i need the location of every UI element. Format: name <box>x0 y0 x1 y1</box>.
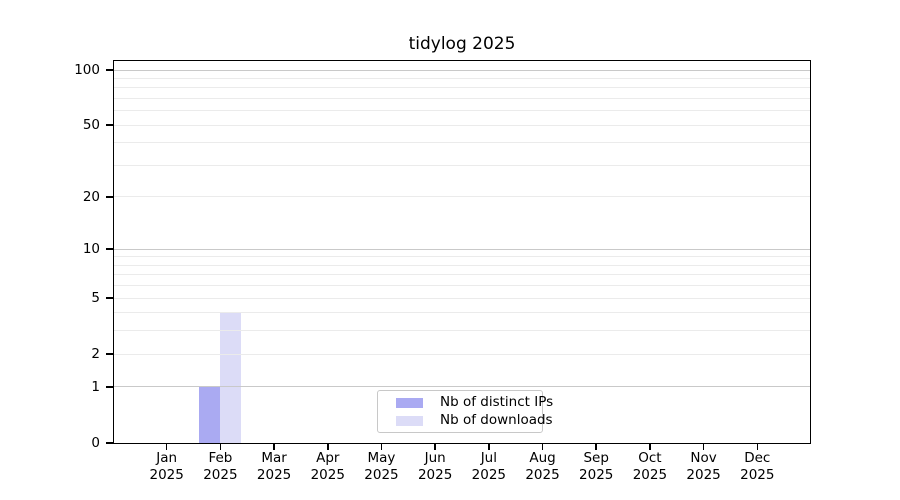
chart-title: tidylog 2025 <box>408 34 516 54</box>
x-tick-month: May <box>367 450 396 466</box>
x-tick-label-jan-2025: Jan 2025 <box>137 450 197 484</box>
x-tick-year: 2025 <box>686 467 721 483</box>
y-tick-label-1: 1 <box>91 378 100 395</box>
gridline-minor-60 <box>114 110 810 112</box>
x-tick-month: Aug <box>529 450 556 466</box>
y-tick-label-20: 20 <box>82 188 100 205</box>
x-tick-label-aug-2025: Aug 2025 <box>513 450 573 484</box>
x-tick-10 <box>649 443 651 450</box>
x-tick-month: Nov <box>690 450 717 466</box>
gridline-major-100 <box>114 69 810 71</box>
gridline-minor-30 <box>114 164 810 166</box>
y-tick-10 <box>106 248 114 250</box>
x-tick-month: Sep <box>583 450 609 466</box>
gridline-minor-2 <box>114 353 810 355</box>
bar-nb-of-downloads-feb-2025 <box>220 312 242 443</box>
plot-area: 0 1 2 5 10 20 50 100 Jan 2025 Feb 2025 Mar 2025 Apr 20… <box>74 60 811 483</box>
gridline-minor-50 <box>114 124 810 126</box>
y-tick-100 <box>106 69 114 71</box>
y-tick-label-10: 10 <box>82 241 100 258</box>
legend-label: Nb of distinct IPs <box>440 394 554 410</box>
y-tick-50 <box>106 124 114 127</box>
x-tick-label-jul-2025: Jul 2025 <box>459 450 519 484</box>
x-tick-year: 2025 <box>310 467 345 483</box>
x-tick-month: Oct <box>638 450 662 466</box>
x-tick-month: Jul <box>480 450 497 466</box>
gridline-minor-40 <box>114 142 810 144</box>
x-tick-5 <box>380 443 383 450</box>
y-tick-label-50: 50 <box>82 117 100 134</box>
x-tick-12 <box>756 443 759 450</box>
x-tick-year: 2025 <box>417 467 453 483</box>
x-tick-year: 2025 <box>740 467 775 483</box>
x-tick-label-feb-2025: Feb 2025 <box>190 450 250 484</box>
x-tick-month: Jun <box>424 450 446 466</box>
x-tick-year: 2025 <box>471 467 507 483</box>
x-tick-year: 2025 <box>525 467 560 483</box>
x-tick-month: Apr <box>316 450 340 466</box>
x-tick-year: 2025 <box>579 467 614 483</box>
x-tick-label-mar-2025: Mar 2025 <box>244 450 304 484</box>
legend-swatch-icon <box>396 415 423 426</box>
gridline-minor-80 <box>114 87 810 89</box>
gridline-major-10 <box>114 248 810 250</box>
legend: Nb of distinct IPs Nb of downloads <box>377 390 553 433</box>
bar-nb-of-distinct-ips-feb-2025 <box>199 386 221 443</box>
x-tick-6 <box>434 443 436 450</box>
x-tick-label-jun-2025: Jun 2025 <box>405 450 465 484</box>
gridline-minor-4 <box>114 312 810 314</box>
x-tick-month: Dec <box>744 450 771 466</box>
x-tick-label-dec-2025: Dec 2025 <box>727 450 787 484</box>
x-tick-3 <box>273 443 275 450</box>
x-tick-label-nov-2025: Nov 2025 <box>674 450 734 484</box>
y-tick-1 <box>106 386 114 388</box>
x-tick-label-apr-2025: Apr 2025 <box>298 450 358 484</box>
y-tick-label-2: 2 <box>91 346 100 363</box>
x-tick-year: 2025 <box>632 467 668 483</box>
y-tick-0 <box>106 442 114 444</box>
gridline-minor-9 <box>114 256 810 258</box>
y-tick-5 <box>106 297 114 299</box>
legend-entry: Nb of distinct IPs <box>378 395 553 410</box>
y-tick-20 <box>106 196 114 198</box>
y-tick-label-100: 100 <box>74 62 100 78</box>
x-tick-year: 2025 <box>364 467 399 483</box>
gridline-minor-8 <box>114 264 810 266</box>
legend-label: Nb of downloads <box>440 412 553 428</box>
x-tick-month: Mar <box>261 450 287 466</box>
x-tick-11 <box>702 443 705 450</box>
x-tick-year: 2025 <box>149 467 184 483</box>
gridline-major-1 <box>114 386 810 388</box>
y-tick-label-5: 5 <box>91 290 100 307</box>
gridline-minor-7 <box>114 274 810 276</box>
y-tick-label-0: 0 <box>91 435 100 451</box>
x-tick-month: Feb <box>208 450 233 466</box>
gridline-minor-20 <box>114 196 810 198</box>
gridline-minor-90 <box>114 77 810 79</box>
gridline-minor-5 <box>114 297 810 299</box>
x-tick-year: 2025 <box>203 467 238 483</box>
legend-entry: Nb of downloads <box>378 413 553 428</box>
x-tick-1 <box>165 443 168 450</box>
x-tick-label-may-2025: May 2025 <box>351 450 411 484</box>
gridline-minor-3 <box>114 330 810 332</box>
legend-swatch-icon <box>396 397 423 408</box>
y-tick-2 <box>106 353 114 355</box>
x-tick-4 <box>326 443 329 450</box>
x-tick-year: 2025 <box>256 467 292 483</box>
x-tick-9 <box>595 443 598 450</box>
x-tick-month: Jan <box>156 450 178 466</box>
x-tick-label-oct-2025: Oct 2025 <box>620 450 680 484</box>
x-tick-8 <box>541 443 544 450</box>
x-tick-2 <box>219 443 222 450</box>
gridline-minor-6 <box>114 285 810 287</box>
x-tick-7 <box>488 443 490 450</box>
x-tick-label-sep-2025: Sep 2025 <box>566 450 626 484</box>
gridline-minor-70 <box>114 97 810 99</box>
